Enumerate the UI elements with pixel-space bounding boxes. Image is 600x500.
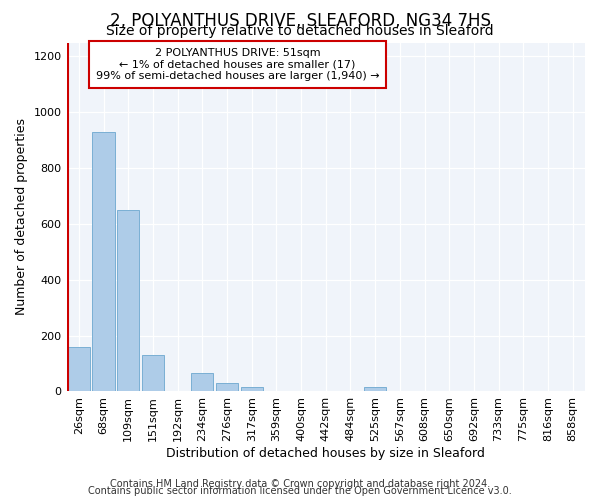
Bar (364, 388, 386, 392)
Bar (191, 374, 214, 392)
Bar (117, 210, 139, 392)
Bar (216, 383, 238, 392)
Text: 2 POLYANTHUS DRIVE: 51sqm
← 1% of detached houses are smaller (17)
99% of semi-d: 2 POLYANTHUS DRIVE: 51sqm ← 1% of detach… (96, 48, 379, 81)
Bar (68, 347, 90, 392)
Bar (241, 388, 263, 392)
Text: Contains HM Land Registry data © Crown copyright and database right 2024.: Contains HM Land Registry data © Crown c… (110, 479, 490, 489)
X-axis label: Distribution of detached houses by size in Sleaford: Distribution of detached houses by size … (166, 447, 485, 460)
Bar (92, 132, 115, 392)
Text: Size of property relative to detached houses in Sleaford: Size of property relative to detached ho… (106, 24, 494, 38)
Text: 2, POLYANTHUS DRIVE, SLEAFORD, NG34 7HS: 2, POLYANTHUS DRIVE, SLEAFORD, NG34 7HS (110, 12, 491, 30)
Bar (142, 355, 164, 392)
Text: Contains public sector information licensed under the Open Government Licence v3: Contains public sector information licen… (88, 486, 512, 496)
Y-axis label: Number of detached properties: Number of detached properties (15, 118, 28, 316)
